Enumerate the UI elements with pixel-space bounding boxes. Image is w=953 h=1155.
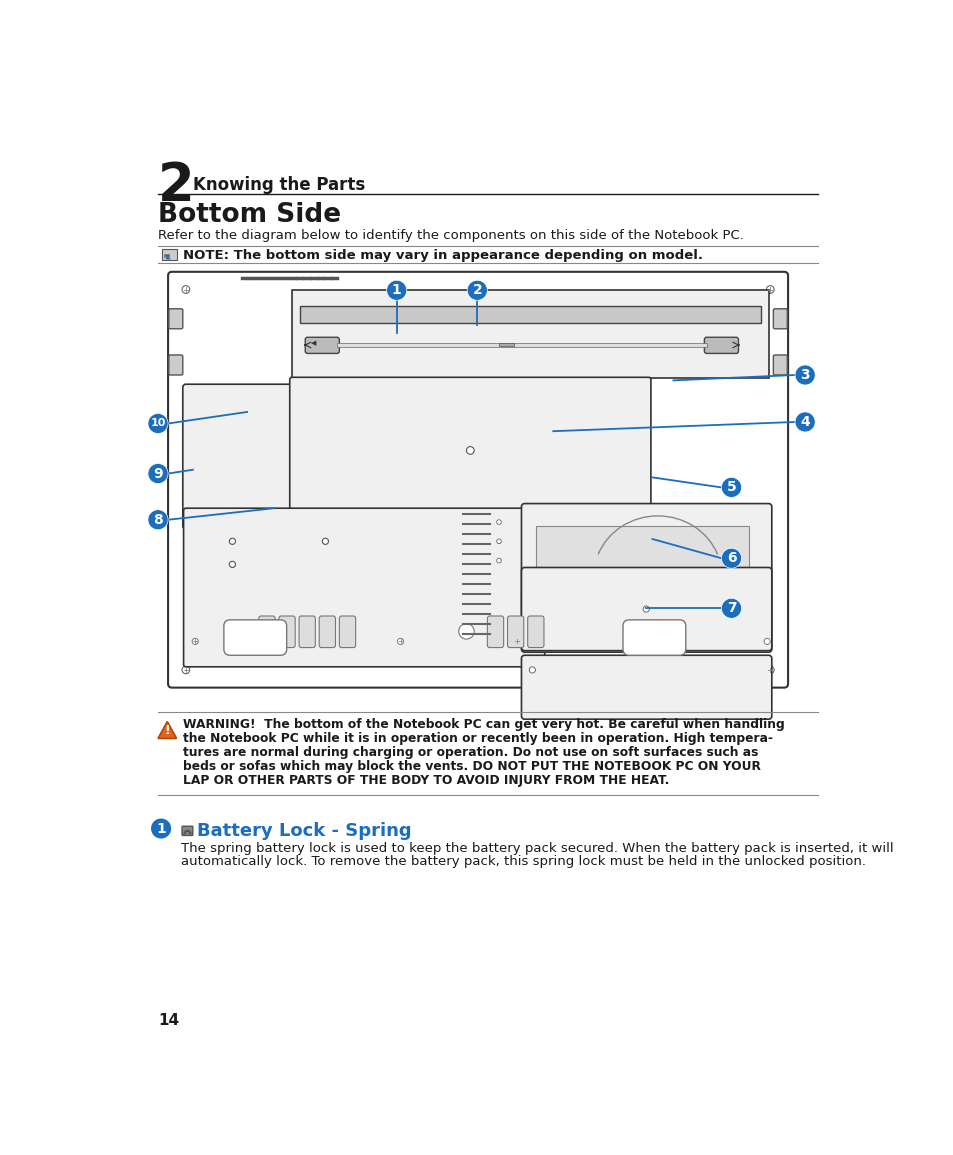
Circle shape [765,285,773,293]
Text: LAP OR OTHER PARTS OF THE BODY TO AVOID INJURY FROM THE HEAT.: LAP OR OTHER PARTS OF THE BODY TO AVOID … [183,774,668,787]
Bar [292,290,768,378]
Text: Battery Lock - Spring: Battery Lock - Spring [196,822,411,841]
FancyBboxPatch shape [224,620,286,655]
FancyBboxPatch shape [339,616,355,648]
Text: 3: 3 [800,368,809,382]
Text: 6: 6 [726,551,736,565]
Circle shape [763,639,769,644]
Text: ◀: ◀ [311,341,316,346]
Circle shape [229,538,235,544]
Circle shape [466,447,474,454]
FancyBboxPatch shape [182,826,193,835]
Circle shape [467,281,487,300]
FancyBboxPatch shape [298,616,315,648]
Bar [536,526,748,626]
Text: 1: 1 [156,821,166,835]
Circle shape [182,666,190,673]
Text: 4: 4 [800,415,809,429]
Circle shape [765,666,773,673]
Circle shape [229,561,235,567]
Text: 2: 2 [158,161,194,213]
FancyBboxPatch shape [305,337,339,353]
Circle shape [794,365,815,385]
Circle shape [497,520,500,524]
FancyBboxPatch shape [319,616,335,648]
Circle shape [148,463,168,484]
Bar [498,343,514,345]
Circle shape [794,412,815,432]
FancyBboxPatch shape [773,355,786,375]
Text: 10: 10 [151,418,166,429]
FancyBboxPatch shape [622,620,685,655]
Bar [186,542,218,571]
Circle shape [529,666,535,673]
Bar [299,306,760,323]
Text: !: ! [164,724,170,737]
Text: tures are normal during charging or operation. Do not use on soft surfaces such : tures are normal during charging or oper… [183,746,758,759]
Circle shape [513,639,519,644]
Circle shape [386,281,406,300]
FancyBboxPatch shape [183,508,544,666]
Text: The spring battery lock is used to keep the battery pack secured. When the batte: The spring battery lock is used to keep … [181,842,893,856]
Circle shape [720,598,740,618]
Text: 8: 8 [153,513,163,527]
Text: Bottom Side: Bottom Side [158,202,341,228]
Circle shape [151,819,171,839]
Text: Refer to the diagram below to identify the components on this side of the Notebo: Refer to the diagram below to identify t… [158,230,743,243]
Text: WARNING!  The bottom of the Notebook PC can get very hot. Be careful when handli: WARNING! The bottom of the Notebook PC c… [183,718,783,731]
Circle shape [642,606,649,612]
FancyBboxPatch shape [183,385,297,529]
FancyBboxPatch shape [169,308,183,329]
Circle shape [458,624,474,639]
Circle shape [720,477,740,498]
FancyBboxPatch shape [168,271,787,687]
Bar [539,597,555,618]
FancyBboxPatch shape [487,616,503,648]
Text: Knowing the Parts: Knowing the Parts [193,176,365,194]
Bar [520,586,534,609]
Text: 1: 1 [392,283,401,297]
Text: 14: 14 [158,1013,179,1028]
FancyBboxPatch shape [773,308,786,329]
Circle shape [497,539,500,544]
Circle shape [148,509,168,530]
FancyBboxPatch shape [258,616,274,648]
FancyBboxPatch shape [507,616,523,648]
Text: NOTE: The bottom side may vary in appearance depending on model.: NOTE: The bottom side may vary in appear… [183,249,702,262]
Bar [164,254,171,258]
Circle shape [497,558,500,562]
Circle shape [192,639,198,644]
Text: 5: 5 [726,480,736,494]
Text: 9: 9 [153,467,163,480]
Circle shape [397,639,403,644]
Circle shape [182,285,190,293]
Text: beds or sofas which may block the vents. DO NOT PUT THE NOTEBOOK PC ON YOUR: beds or sofas which may block the vents.… [183,760,760,773]
FancyBboxPatch shape [521,504,771,653]
Bar [336,343,706,348]
FancyBboxPatch shape [521,655,771,720]
Text: 2: 2 [472,283,481,297]
Circle shape [148,413,168,433]
FancyBboxPatch shape [521,567,771,650]
FancyBboxPatch shape [290,378,650,509]
Text: 7: 7 [726,602,736,616]
Polygon shape [158,722,176,738]
FancyBboxPatch shape [169,355,183,375]
FancyBboxPatch shape [527,616,543,648]
Text: the Notebook PC while it is in operation or recently been in operation. High tem: the Notebook PC while it is in operation… [183,732,772,745]
Text: automatically lock. To remove the battery pack, this spring lock must be held in: automatically lock. To remove the batter… [181,856,865,869]
FancyBboxPatch shape [278,616,294,648]
Circle shape [720,549,740,568]
Circle shape [322,538,328,544]
Bar [162,249,177,260]
FancyBboxPatch shape [703,337,738,353]
